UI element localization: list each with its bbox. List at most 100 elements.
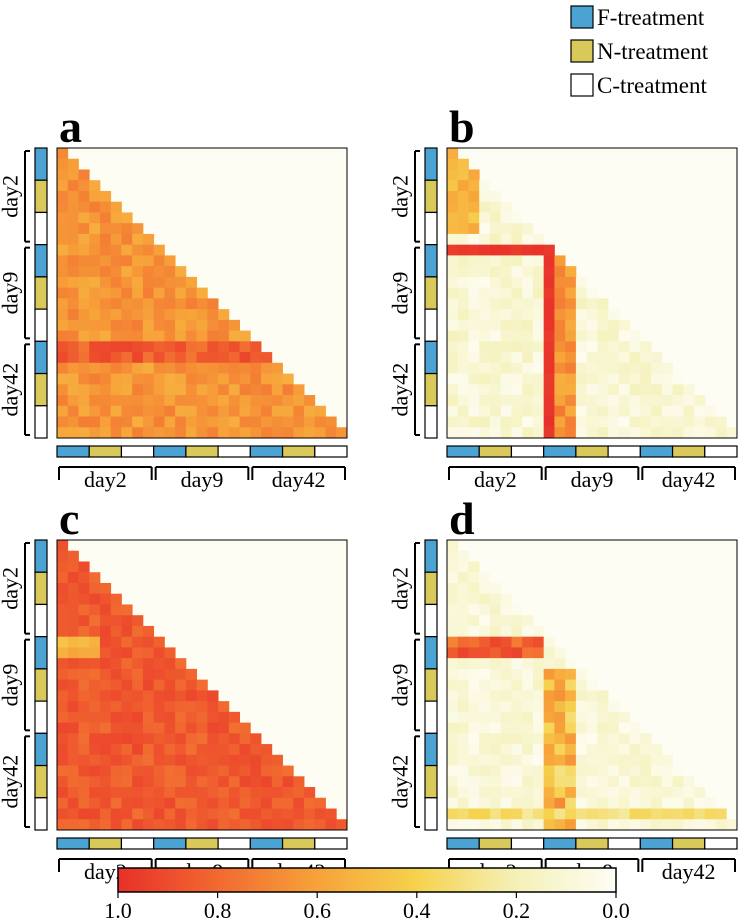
heatmap-cell: [175, 384, 187, 396]
heatmap-cell: [565, 384, 577, 396]
heatmap-cell: [78, 330, 90, 342]
heatmap-cell: [618, 416, 630, 428]
heatmap-cell: [511, 212, 523, 224]
heatmap-cell: [57, 384, 69, 396]
heatmap-cell: [618, 819, 630, 831]
heatmap-cell: [99, 244, 112, 256]
heatmap-cell: [554, 298, 566, 310]
heatmap-cell: [597, 701, 609, 713]
heatmap-cell: [110, 298, 122, 310]
row-treatment-block: [424, 668, 438, 702]
heatmap-cell: [511, 384, 523, 396]
heatmap-cell: [67, 244, 79, 256]
colorbar-tick-label: 0.0: [602, 898, 630, 922]
heatmap-cell: [89, 582, 101, 595]
legend-label: C-treatment: [597, 73, 707, 98]
heatmap-cell: [78, 647, 90, 659]
heatmap-cell: [522, 276, 534, 289]
heatmap-cell: [522, 266, 534, 278]
heatmap-cell: [575, 405, 588, 417]
heatmap-cell: [110, 733, 122, 745]
heatmap-cell: [78, 561, 90, 573]
heatmap-cell: [532, 255, 545, 267]
heatmap-cell: [228, 405, 240, 417]
colorbar-bar: [117, 867, 617, 893]
heatmap-cell: [57, 223, 69, 235]
heatmap-cell: [489, 776, 502, 788]
heatmap-cell: [142, 276, 155, 289]
col-treatment-block: [281, 837, 316, 850]
legend-swatch: [570, 5, 594, 29]
heatmap-cell: [142, 722, 155, 734]
heatmap-cell: [532, 690, 545, 702]
heatmap-cell: [597, 319, 609, 331]
heatmap-cell: [89, 373, 101, 385]
row-treatment-block: [424, 340, 438, 375]
heatmap-cell: [89, 754, 101, 766]
heatmap-cell: [132, 690, 144, 702]
heatmap-cell: [511, 287, 523, 299]
heatmap-cell: [715, 427, 727, 439]
heatmap-cell: [468, 658, 480, 670]
heatmap-cell: [175, 808, 187, 820]
heatmap-cell: [447, 255, 459, 267]
heatmap-cell: [67, 561, 79, 573]
heatmap-cell: [153, 679, 165, 691]
heatmap-cell: [57, 540, 69, 552]
heatmap-cell: [447, 593, 459, 605]
heatmap-cell: [110, 647, 122, 659]
heatmap-cell: [651, 754, 663, 766]
heatmap-cell: [500, 733, 512, 745]
heatmap-cell: [532, 298, 545, 310]
heatmap-cell: [704, 808, 716, 820]
heatmap-cell: [694, 787, 706, 799]
heatmap-cell: [207, 787, 219, 799]
heatmap-cell: [715, 819, 727, 831]
heatmap-cell: [565, 776, 577, 788]
heatmap-cell: [511, 341, 523, 353]
heatmap-cell: [207, 711, 219, 723]
heatmap-cell: [640, 765, 652, 777]
heatmap-cell: [597, 373, 609, 385]
heatmap-cell: [207, 733, 219, 745]
heatmap-cell: [228, 776, 240, 788]
heatmap-cell: [629, 330, 641, 342]
col-treatment-block: [249, 837, 284, 850]
heatmap-cell: [57, 765, 69, 777]
heatmap-cell: [457, 276, 469, 289]
col-treatment-block: [575, 837, 609, 850]
heatmap-cell: [261, 416, 273, 428]
heatmap-cell: [608, 754, 620, 766]
heatmap-cell: [489, 362, 502, 374]
heatmap-cell: [672, 819, 684, 831]
heatmap-cell: [185, 733, 198, 745]
heatmap-cell: [468, 615, 480, 627]
heatmap-cell: [597, 362, 609, 374]
col-treatment-block: [575, 445, 609, 458]
heatmap-cell: [532, 352, 545, 364]
heatmap-cell: [142, 658, 155, 670]
heatmap-cell: [554, 319, 566, 331]
heatmap-cell: [207, 722, 219, 734]
heatmap-cell: [57, 244, 69, 256]
heatmap-cell: [489, 582, 502, 595]
heatmap-cell: [565, 416, 577, 428]
heatmap-cell: [121, 341, 133, 353]
heatmap-cell: [554, 711, 566, 723]
heatmap-cell: [132, 309, 144, 321]
heatmap-cell: [447, 330, 459, 342]
heatmap-cell: [457, 765, 469, 777]
heatmap-cell: [67, 787, 79, 799]
heatmap-cell: [250, 787, 262, 799]
row-group-label: day2: [388, 175, 413, 218]
heatmap-cell: [522, 309, 534, 321]
heatmap-cell: [532, 276, 545, 289]
heatmap-cell: [132, 373, 144, 385]
col-treatment-block: [249, 445, 284, 458]
heatmap-cell: [575, 276, 588, 289]
heatmap-cell: [153, 701, 165, 713]
heatmap-cell: [532, 733, 545, 745]
heatmap-cell: [640, 416, 652, 428]
heatmap-cell: [228, 416, 240, 428]
heatmap-cell: [207, 384, 219, 396]
